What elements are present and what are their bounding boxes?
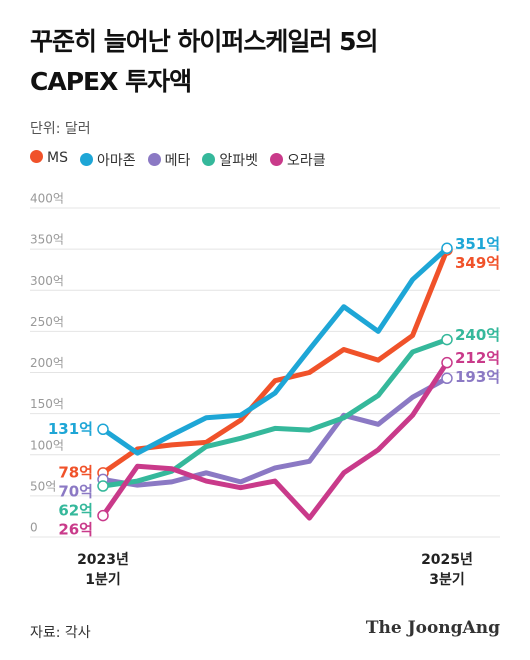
- legend-label: 아마존: [96, 153, 136, 169]
- y-tick-label: 150억: [30, 397, 64, 411]
- legend-label: 알파벳: [219, 153, 259, 169]
- end-marker: [441, 333, 453, 346]
- legend-item: 메타: [147, 150, 191, 170]
- data-label: 193억: [455, 368, 500, 386]
- y-tick-label: 300억: [30, 274, 64, 288]
- legend-item: MS: [30, 150, 68, 170]
- y-tick-label: 0: [30, 521, 38, 535]
- y-tick-label: 250억: [30, 315, 64, 329]
- legend-swatch: [147, 153, 161, 166]
- legend-item: 알파벳: [202, 150, 258, 170]
- legend-label: 메타: [164, 153, 191, 169]
- legend-item: 오라클: [270, 150, 326, 170]
- x-tick-label: 2025년 3분기: [421, 552, 473, 588]
- line: [100, 360, 450, 521]
- legend: MS 아마존 메타 알파벳 오라클: [30, 150, 326, 170]
- line: [100, 245, 450, 456]
- legend-swatch: [30, 150, 43, 163]
- data-label: 62억: [58, 501, 93, 519]
- y-tick-label: 100억: [30, 438, 64, 452]
- legend-item: 아마존: [79, 150, 136, 170]
- brand: The JoongAng: [365, 618, 500, 638]
- data-label: 26억: [58, 520, 93, 538]
- legend-label: MS: [47, 150, 68, 166]
- source: 자료: 각사: [30, 625, 91, 641]
- data-label: 70억: [58, 482, 93, 500]
- chart-title: 꾸준히 늘어난 하이퍼스케일러 5의 CAPEX 투자액: [30, 27, 379, 96]
- line: [100, 337, 450, 489]
- data-label: 131억: [48, 420, 93, 438]
- line: [100, 375, 450, 488]
- y-tick-label: 50억: [30, 479, 56, 493]
- line: [100, 247, 450, 476]
- x-tick-label: 2023년 1분기: [77, 552, 129, 588]
- data-label: 351억: [455, 235, 500, 253]
- end-marker: [441, 242, 453, 255]
- y-tick-label: 400억: [30, 192, 64, 206]
- y-tick-label: 200억: [30, 356, 64, 370]
- end-marker: [97, 480, 109, 492]
- end-marker: [97, 423, 109, 436]
- y-tick-label: 350억: [30, 233, 64, 247]
- legend-swatch: [202, 153, 216, 166]
- end-marker: [441, 356, 453, 369]
- legend-label: 오라클: [287, 153, 326, 169]
- data-label: 349억: [455, 254, 500, 272]
- legend-swatch: [270, 153, 284, 166]
- end-marker: [97, 509, 109, 522]
- data-label: 240억: [455, 326, 500, 344]
- unit: 단위: 달러: [30, 121, 91, 137]
- data-label: 212억: [455, 349, 500, 367]
- end-marker: [441, 372, 453, 385]
- data-label: 78억: [58, 463, 93, 481]
- legend-swatch: [79, 153, 93, 166]
